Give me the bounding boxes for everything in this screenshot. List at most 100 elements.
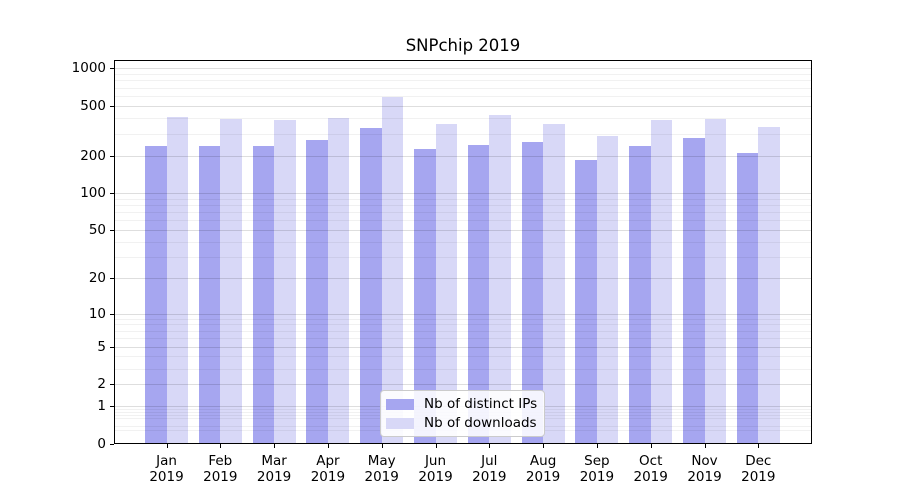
- x-tick-label-month: Jun: [424, 453, 447, 469]
- bar-distinct-ips-jan: [145, 145, 167, 444]
- x-tick-label-year: 2019: [203, 469, 238, 485]
- legend-swatch-downloads: [386, 417, 414, 429]
- gridline-minor: [115, 212, 811, 214]
- y-tick-label: 2: [97, 376, 106, 393]
- y-tick-mark: [110, 192, 114, 194]
- legend-label-distinct-ips: Nb of distinct IPs: [424, 395, 538, 412]
- bar-distinct-ips-mar: [252, 145, 275, 444]
- x-tick-label-year: 2019: [633, 469, 668, 485]
- x-tick-label-year: 2019: [256, 469, 292, 485]
- x-tick-mark: [704, 444, 706, 448]
- bar-downloads-may: [381, 97, 404, 444]
- bar-downloads-sep: [596, 136, 619, 444]
- chart-title: SNPchip 2019: [405, 36, 521, 55]
- x-tick-label-month: Jan: [156, 453, 177, 469]
- y-tick-label: 5: [97, 338, 106, 355]
- gridline-minor: [115, 117, 811, 119]
- y-tick-label: 1000: [71, 60, 106, 77]
- gridline-minor: [115, 133, 811, 135]
- x-tick-label-year: 2019: [741, 469, 776, 485]
- y-tick-label: 100: [80, 184, 106, 201]
- bar-downloads-aug: [543, 124, 565, 444]
- gridline-minor: [115, 95, 811, 97]
- bar-downloads-jun: [435, 124, 457, 444]
- y-tick-mark: [110, 155, 114, 157]
- bar-distinct-ips-dec: [736, 153, 759, 444]
- x-tick-label-year: 2019: [687, 469, 722, 485]
- x-tick-label-month: Apr: [316, 453, 340, 469]
- y-tick-label: 0: [97, 436, 106, 452]
- x-tick-mark: [758, 444, 760, 448]
- gridline-major: [115, 230, 811, 232]
- gridline-minor: [115, 338, 811, 340]
- y-tick-label: 10: [88, 305, 106, 322]
- x-tick-label-year: 2019: [364, 469, 399, 485]
- legend: Nb of distinct IPs Nb of downloads: [380, 390, 545, 437]
- x-tick-label-month: Mar: [261, 453, 287, 469]
- x-tick-label-year: 2019: [525, 469, 561, 485]
- legend-swatch-distinct-ips: [386, 398, 414, 410]
- gridline-major: [115, 346, 811, 348]
- x-tick-mark: [650, 444, 652, 448]
- x-tick-mark: [489, 444, 491, 448]
- gridline-minor: [115, 356, 811, 358]
- bar-distinct-ips-oct: [629, 146, 651, 444]
- bar-downloads-oct: [650, 120, 673, 444]
- y-tick-mark: [110, 68, 114, 70]
- legend-label-downloads: Nb of downloads: [424, 414, 537, 431]
- y-tick-mark: [110, 384, 114, 386]
- x-tick-label-month: Sep: [584, 453, 610, 469]
- y-tick-mark: [110, 105, 114, 107]
- y-tick-mark: [110, 444, 114, 445]
- gridline-major: [115, 155, 811, 157]
- x-tick-label-year: 2019: [472, 469, 507, 485]
- bar-downloads-jul: [489, 114, 511, 444]
- x-tick-mark: [435, 444, 437, 448]
- gridline-minor: [115, 80, 811, 82]
- gridline-minor: [115, 204, 811, 206]
- x-tick-label-month: May: [367, 453, 396, 469]
- gridline-minor: [115, 257, 811, 259]
- bar-distinct-ips-aug: [521, 141, 544, 444]
- bar-distinct-ips-may: [360, 127, 382, 444]
- y-tick-mark: [110, 406, 114, 408]
- x-tick-label-year: 2019: [579, 469, 615, 485]
- bar-downloads-dec: [758, 127, 780, 444]
- x-tick-mark: [166, 444, 168, 448]
- y-tick-label: 50: [88, 222, 106, 239]
- gridline-minor: [115, 318, 811, 320]
- bar-distinct-ips-sep: [575, 160, 597, 444]
- gridline-minor: [115, 241, 811, 243]
- bar-downloads-nov: [704, 119, 726, 444]
- gridline-minor: [115, 198, 811, 200]
- x-tick-mark: [327, 444, 329, 448]
- x-tick-label-month: Aug: [529, 453, 557, 469]
- gridline-minor: [115, 220, 811, 222]
- bar-distinct-ips-jun: [414, 148, 436, 444]
- gridline-minor: [115, 330, 811, 332]
- x-tick-label-month: Feb: [208, 453, 233, 469]
- gridline-major: [115, 68, 811, 70]
- x-tick-label-year: 2019: [310, 469, 346, 485]
- y-tick-label: 500: [80, 97, 106, 114]
- gridline-minor: [115, 368, 811, 370]
- y-tick-label: 200: [80, 147, 106, 164]
- bar-downloads-mar: [274, 120, 296, 444]
- x-tick-mark: [220, 444, 222, 448]
- bar-distinct-ips-apr: [306, 140, 328, 444]
- bar-downloads-apr: [327, 117, 350, 444]
- gridline-major: [115, 105, 811, 107]
- gridline-major: [115, 192, 811, 194]
- bar-distinct-ips-jul: [467, 144, 490, 444]
- y-tick-mark: [110, 346, 114, 348]
- x-tick-label-year: 2019: [418, 469, 453, 485]
- x-tick-label-month: Dec: [745, 453, 772, 469]
- y-tick-mark: [110, 278, 114, 280]
- bar-distinct-ips-feb: [198, 145, 221, 444]
- x-tick-mark: [543, 444, 545, 448]
- legend-item-downloads: Nb of downloads: [386, 414, 544, 431]
- gridline-minor: [115, 87, 811, 89]
- x-tick-label-month: Jul: [481, 453, 498, 469]
- gridline-major: [115, 384, 811, 386]
